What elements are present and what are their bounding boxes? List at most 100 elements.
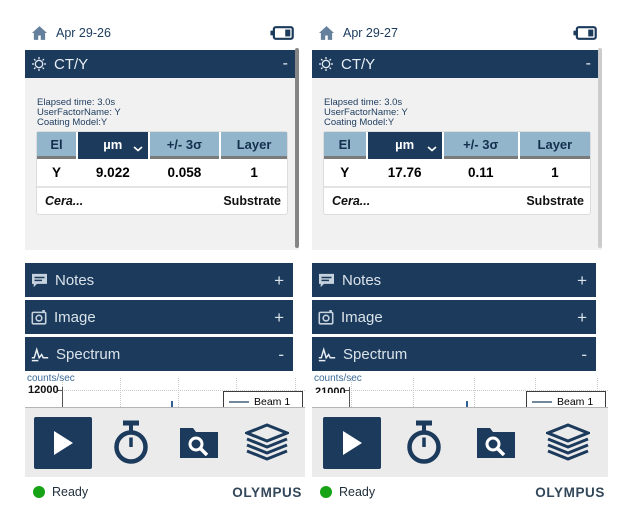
results-table: El µm +/- 3σ Layer Y 17.76 0.11 1 [324,132,590,214]
spectrum-icon [318,346,336,362]
column-header-label: µm [103,136,123,152]
coating-model: Coating Model:Y [324,117,395,128]
results-section-header[interactable]: CT/Y - [25,50,299,78]
timer-button[interactable] [102,417,160,469]
y-axis [62,387,63,407]
collapse-toggle[interactable]: - [282,55,288,72]
start-test-button[interactable] [323,416,381,469]
results-table: El µm +/- 3σ Layer Y 9.022 0.058 1 [37,132,288,214]
expand-toggle[interactable]: + [274,270,284,290]
chevron-down-icon [133,146,143,152]
spectrum-section-header[interactable]: Spectrum - [312,337,596,371]
home-icon[interactable] [32,26,47,40]
collapse-toggle[interactable]: - [278,344,284,364]
collapse-toggle[interactable]: - [585,55,591,72]
substrate-label: Substrate [526,194,584,208]
accordion-label: Image [341,308,383,326]
column-header-um[interactable]: µm [367,132,442,159]
gridline [351,378,353,407]
status-text: Ready [339,485,376,499]
measurement-info: Elapsed time: 3.0s UserFactorName: Y Coa… [324,98,602,128]
measurement-info: Elapsed time: 3.0s UserFactorName: Y Coa… [37,98,299,128]
results-section-header[interactable]: CT/Y - [312,50,602,78]
status-dot [33,486,45,498]
table-row: Y 17.76 0.11 1 [324,159,590,186]
expand-toggle[interactable]: + [274,307,284,327]
thickness-cell: 9.022 [95,165,130,180]
legend-label: Beam 1 [254,396,291,407]
elapsed-time: Elapsed time: 3.0s [37,97,116,108]
scrollbar[interactable] [598,48,602,248]
search-results-button[interactable] [467,417,525,469]
substrate-material: Cera... [332,194,371,208]
search-folder-icon [178,425,220,461]
toolbar [25,407,305,477]
section-title: CT/Y [54,55,89,73]
column-header-um[interactable]: µm [78,132,148,159]
layer-cell: 1 [250,165,258,180]
results-card: Elapsed time: 3.0s UserFactorName: Y Coa… [25,48,299,250]
element-cell: Y [52,165,62,180]
status-bar: Ready OLYMPUS [25,477,305,507]
play-icon [52,430,74,456]
image-section-header[interactable]: Image + [25,300,293,334]
substrate-label: Substrate [223,194,281,208]
timer-button[interactable] [395,417,453,469]
column-header-3sigma[interactable]: +/- 3σ [443,132,518,159]
layers-button[interactable] [539,417,597,469]
notes-icon [31,273,48,288]
coating-model: Coating Model:Y [37,117,108,128]
column-header-el[interactable]: El [37,132,77,159]
expand-toggle[interactable]: + [577,270,587,290]
legend-label: Beam 1 [557,396,594,407]
status-dot [320,486,332,498]
table-header-row: El µm +/- 3σ Layer [37,132,288,159]
y-tick-mark [344,390,349,391]
battery-icon [270,26,294,40]
home-icon[interactable] [319,26,334,40]
analyzer-panel-right: Apr 29-27 CT/Y - [312,18,608,508]
layers-button[interactable] [238,417,296,469]
test-label: Apr 29-26 [56,26,111,40]
olympus-logo: OLYMPUS [535,484,605,500]
spectrum-trace [465,401,468,407]
substrate-row: Cera... Substrate [37,186,287,214]
elapsed-time: Elapsed time: 3.0s [324,97,403,108]
column-header-layer[interactable]: Layer [519,132,590,159]
notes-section-header[interactable]: Notes + [25,263,293,297]
collapse-toggle[interactable]: - [581,344,587,364]
expand-toggle[interactable]: + [577,307,587,327]
spectrum-chart: counts/sec 12000 Beam 1 [25,371,305,407]
legend-line-sample [229,401,249,403]
y-tick-label: 12000 [28,384,59,396]
image-section-header[interactable]: Image + [312,300,596,334]
column-header-layer[interactable]: Layer [221,132,288,159]
table-header-row: El µm +/- 3σ Layer [324,132,590,159]
chart-legend: Beam 1 [223,391,303,407]
toolbar [312,407,608,477]
notes-icon [318,273,335,288]
spectrum-chart: counts/sec 21000 Beam 1 [312,371,608,407]
accordion-label: Spectrum [56,345,121,363]
y-axis-label: counts/sec [27,373,75,384]
column-header-3sigma[interactable]: +/- 3σ [149,132,220,159]
spectrum-section-header[interactable]: Spectrum - [25,337,293,371]
stopwatch-icon [404,420,444,466]
start-test-button[interactable] [34,416,92,469]
image-icon [31,309,47,325]
user-factor-name: UserFactorName: Y [324,107,408,118]
accordion-label: Notes [342,271,382,289]
stopwatch-icon [111,420,151,466]
notes-section-header[interactable]: Notes + [312,263,596,297]
gridline [473,378,475,407]
chevron-down-icon [427,146,437,152]
column-header-el[interactable]: El [324,132,366,159]
sigma-cell: 0.11 [467,165,494,180]
scrollbar[interactable] [295,48,299,248]
play-icon [341,430,363,456]
search-results-button[interactable] [170,417,228,469]
substrate-row: Cera... Substrate [324,186,590,214]
legend-line-sample [532,401,552,403]
gridline [412,378,414,407]
